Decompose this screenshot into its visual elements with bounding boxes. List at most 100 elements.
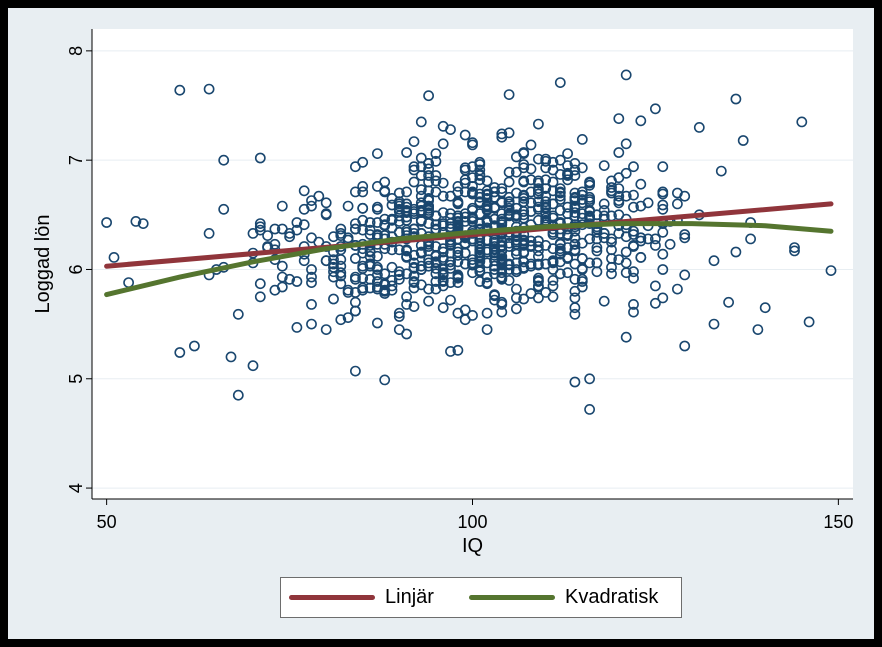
scatter-point [298, 203, 310, 215]
scatter-point [569, 238, 581, 250]
scatter-point [730, 93, 742, 105]
scatter-point [408, 176, 420, 188]
scatter-point [569, 302, 581, 314]
scatter-point [715, 165, 727, 177]
scatter-point [518, 192, 530, 204]
legend-swatch-quadratic [469, 595, 555, 600]
scatter-point [423, 192, 434, 204]
scatter-point [276, 260, 288, 272]
scatter-point [437, 280, 449, 292]
scatter-point [349, 223, 361, 235]
scatter-point [298, 255, 310, 267]
scatter-point [533, 250, 544, 262]
scatter-point [386, 280, 398, 292]
scatter-point [657, 161, 669, 173]
scatter-point [708, 318, 720, 330]
scatter-point [342, 312, 354, 323]
scatter-point [467, 267, 478, 279]
scatter-point [371, 148, 383, 159]
scatter-chart: 4 5 6 7 8 50 100 150 IQ Loggad lön [32, 29, 853, 557]
scatter-point [620, 69, 632, 81]
scatter-point [459, 186, 471, 198]
scatter-point [789, 245, 800, 257]
scatter-point [393, 307, 405, 319]
scatter-point [342, 286, 354, 298]
scatter-point [613, 147, 625, 158]
y-tick-label: 6 [66, 264, 86, 274]
x-axis-title: IQ [462, 535, 483, 557]
scatter-point [657, 292, 669, 304]
scatter-point [335, 278, 347, 290]
scatter-point [481, 307, 493, 319]
scatter-point [576, 273, 588, 285]
scatter-point [254, 291, 266, 303]
scatter-point [467, 188, 478, 200]
scatter-point [393, 206, 405, 217]
scatter-point [650, 280, 661, 292]
scatter-point [620, 167, 632, 179]
scatter-point [349, 305, 361, 317]
scatter-point [386, 192, 398, 204]
scatter-point [364, 229, 376, 240]
scatter-point [533, 272, 544, 284]
scatter-point [606, 244, 617, 256]
scatter-point [591, 266, 603, 278]
scatter-point [430, 262, 442, 274]
scatter-point [408, 257, 420, 269]
scatter-point [306, 298, 317, 310]
scatter-point [371, 264, 383, 275]
scatter-point [445, 259, 456, 271]
scatter-point [606, 268, 617, 280]
scatter-point [554, 77, 566, 88]
scatter-point [269, 238, 281, 250]
scatter-point [379, 185, 391, 197]
fit-lines [104, 201, 834, 298]
legend-swatch-linear [289, 595, 375, 600]
scatter-point [650, 297, 661, 309]
scatter-point [591, 226, 603, 238]
scatter-point [306, 232, 317, 244]
scatter-point [672, 187, 683, 199]
scatter-point [554, 187, 566, 199]
scatter-point [328, 261, 339, 273]
y-tick-label: 4 [66, 483, 86, 493]
scatter-point [525, 139, 537, 151]
scatter-point [481, 278, 493, 290]
scatter-point [789, 242, 800, 253]
scatter-point [276, 223, 288, 235]
scatter-point [320, 197, 332, 209]
scatter-point [415, 264, 427, 275]
scatter-point [284, 231, 295, 243]
scatter-point [547, 264, 559, 275]
scatter-point [554, 183, 566, 194]
scatter-point [481, 201, 493, 213]
scatter-point [437, 218, 449, 229]
scatter-point [328, 266, 339, 278]
scatter-point [496, 241, 508, 252]
scatter-point [481, 257, 493, 269]
scatter-point [401, 186, 412, 198]
scatter-point [393, 269, 405, 281]
scatter-point [510, 212, 522, 224]
scatter-point [533, 201, 544, 213]
scatter-point [613, 113, 625, 124]
scatter-point [628, 225, 639, 237]
scatter-point [657, 199, 669, 211]
scatter-point [576, 133, 588, 145]
scatter-point [254, 218, 266, 229]
scatter-point [306, 264, 317, 275]
scatter-point [569, 285, 581, 297]
scatter-point [247, 227, 259, 239]
scatter-point [598, 198, 610, 210]
scatter-point [386, 213, 398, 225]
scatter-point [247, 360, 259, 372]
scatter-point [657, 203, 669, 215]
scatter-point [415, 184, 427, 196]
scatter-point [408, 282, 420, 294]
scatter-point [518, 159, 530, 170]
scatter-point [620, 138, 632, 150]
scatter-point [569, 207, 581, 218]
scatter-point [357, 260, 369, 272]
scatter-point [525, 174, 537, 186]
scatter-point [606, 233, 617, 245]
